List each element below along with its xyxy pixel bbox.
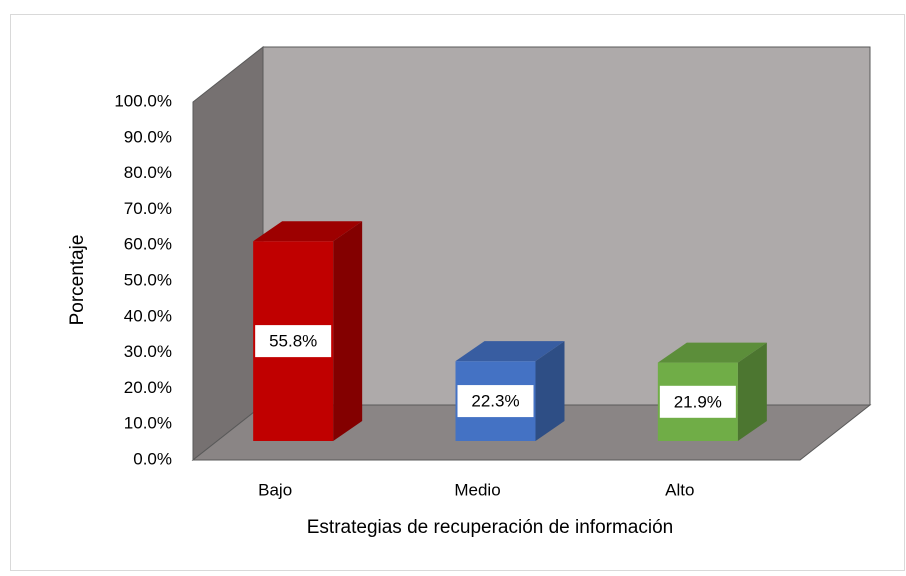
bar-top (253, 221, 363, 242)
y-tick-label: 70.0% (124, 199, 172, 218)
side-wall (192, 45, 264, 462)
y-tick-label: 60.0% (124, 235, 172, 254)
y-tick-label: 80.0% (124, 163, 172, 182)
y-tick-label: 50.0% (124, 270, 172, 289)
x-tick-label: Medio (454, 480, 500, 499)
data-label: 22.3% (471, 392, 519, 411)
y-tick-label: 10.0% (124, 414, 172, 433)
y-tick-label: 20.0% (124, 378, 172, 397)
data-label: 21.9% (674, 392, 722, 411)
y-tick-label: 90.0% (124, 127, 172, 146)
y-tick-label: 0.0% (133, 449, 172, 468)
bar-top (657, 342, 767, 363)
y-tick-label: 30.0% (124, 342, 172, 361)
data-label: 55.8% (269, 332, 317, 351)
data-label-box (659, 385, 736, 418)
x-tick-label: Bajo (258, 480, 292, 499)
bar-top (455, 341, 565, 362)
y-axis-title: Porcentaje (67, 235, 88, 326)
bar-side (333, 221, 363, 441)
y-tick-label: 100.0% (114, 91, 172, 110)
x-tick-label: Alto (665, 480, 694, 499)
data-label-box (457, 385, 534, 418)
x-axis-title: Estrategias de recuperación de informaci… (307, 517, 673, 538)
y-tick-label: 40.0% (124, 306, 172, 325)
plot-area: 0.0% 10.0% 20.0% 30.0% 40.0% 50.0% 60.0% 70.0% 8… (114, 45, 872, 499)
data-label-box (255, 325, 332, 358)
bar-side (737, 342, 767, 441)
bar-side (535, 341, 565, 441)
